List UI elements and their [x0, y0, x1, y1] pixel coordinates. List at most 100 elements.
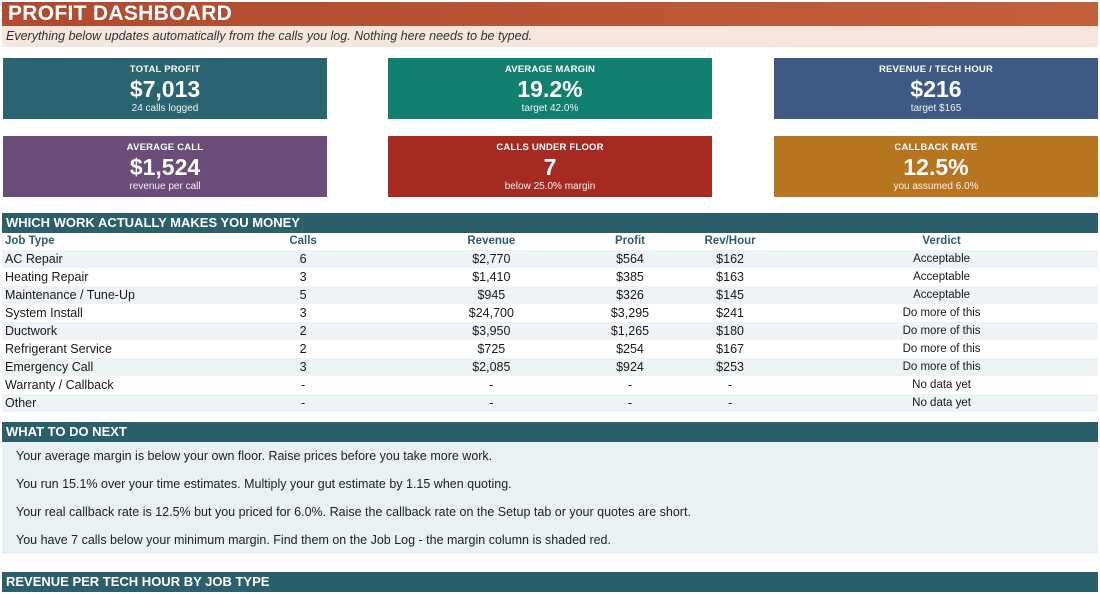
row-revenue: $945: [397, 286, 585, 304]
row-profit: $3,295: [610, 306, 650, 320]
row-profit: $326: [584, 286, 675, 304]
row-job-type: Refrigerant Service: [5, 342, 112, 356]
row-rev-hour: $145: [675, 286, 786, 304]
kpi-subtext: below 25.0% margin: [504, 181, 596, 192]
row-calls: 3: [299, 306, 307, 320]
row-verdict: No data yet: [912, 379, 971, 391]
row-calls: -: [208, 394, 398, 412]
table-row: Heating Repair 3 $1,410 $385 $163 Acceptable: [2, 268, 1098, 286]
column-header-revenue: Revenue: [467, 235, 516, 247]
kpi-label: TOTAL PROFIT: [129, 64, 201, 75]
kpi-subtext: target 42.0%: [521, 103, 579, 114]
section-header-which-work: WHICH WORK ACTUALLY MAKES YOU MONEY: [2, 213, 1098, 233]
table-row: Ductwork 2 $3,950 $1,265 $180 Do more of this: [2, 322, 1098, 340]
kpi-subtext: revenue per call: [129, 181, 201, 192]
row-verdict: Do more of this: [902, 343, 981, 355]
dashboard-title: PROFIT DASHBOARD: [2, 2, 1098, 26]
table-row: Emergency Call 3 $2,085 $924 $253 Do more of …: [2, 358, 1098, 376]
row-calls: 5: [208, 286, 398, 304]
table-row: Maintenance / Tune-Up 5 $945 $326 $145 Accept…: [2, 286, 1098, 304]
row-job-type: AC Repair: [2, 250, 209, 268]
kpi-label: AVERAGE CALL: [126, 142, 204, 153]
kpi-card-revenue-per-tech-hour: REVENUE / TECH HOUR $216 target $165: [774, 58, 1098, 119]
kpi-label: AVERAGE MARGIN: [504, 64, 596, 75]
section-header-revenue-per-tech-hour: REVENUE PER TECH HOUR BY JOB TYPE: [2, 572, 1098, 592]
dashboard-subtitle: Everything below updates automatically f…: [2, 26, 1098, 47]
row-job-type: Maintenance / Tune-Up: [2, 286, 209, 304]
row-revenue: $2,085: [397, 358, 585, 376]
todo-panel: Your average margin is below your own fl…: [2, 442, 1098, 554]
row-profit: -: [627, 378, 633, 392]
row-calls: 3: [208, 358, 398, 376]
todo-item: You run 15.1% over your time estimates. …: [16, 477, 512, 491]
todo-item: You have 7 calls below your minimum marg…: [16, 533, 611, 547]
row-revenue: $2,770: [397, 250, 585, 268]
kpi-card-average-call: AVERAGE CALL $1,524 revenue per call: [3, 136, 327, 197]
row-profit: $385: [616, 270, 644, 284]
kpi-label: REVENUE / TECH HOUR: [878, 64, 994, 75]
kpi-subtext: target $165: [910, 103, 962, 114]
column-header-calls: Calls: [289, 235, 317, 247]
row-job-type: Emergency Call: [2, 358, 209, 376]
row-profit: $1,265: [584, 322, 675, 340]
row-verdict: No data yet: [785, 394, 1098, 412]
todo-item: Your average margin is below your own fl…: [16, 449, 493, 463]
table-row: AC Repair 6 $2,770 $564 $162 Acceptable: [2, 250, 1098, 268]
row-verdict: Do more of this: [902, 307, 981, 319]
row-rev-hour: $253: [675, 358, 786, 376]
kpi-value: 12.5%: [903, 154, 969, 180]
row-job-type: Ductwork: [2, 322, 209, 340]
row-verdict: Acceptable: [785, 286, 1098, 304]
kpi-card-callback-rate: CALLBACK RATE 12.5% you assumed 6.0%: [774, 136, 1098, 197]
row-profit: $254: [616, 342, 644, 356]
row-revenue: -: [489, 378, 494, 392]
kpi-value: 19.2%: [517, 76, 583, 102]
row-rev-hour: -: [675, 394, 786, 412]
row-rev-hour: $162: [675, 250, 786, 268]
kpi-subtext: you assumed 6.0%: [893, 181, 979, 192]
kpi-card-average-margin: AVERAGE MARGIN 19.2% target 42.0%: [388, 58, 712, 119]
section-header-what-to-do-next: WHAT TO DO NEXT: [2, 422, 1098, 442]
kpi-value: $216: [910, 76, 962, 102]
row-revenue: $24,700: [468, 306, 514, 320]
row-profit: $564: [584, 250, 675, 268]
table-row: Warranty / Callback - - - - No data yet: [2, 376, 1098, 394]
kpi-label: CALLS UNDER FLOOR: [496, 142, 604, 153]
row-rev-hour: $167: [716, 342, 744, 356]
row-revenue: $1,410: [472, 270, 511, 284]
kpi-card-calls-under-floor: CALLS UNDER FLOOR 7 below 25.0% margin: [388, 136, 712, 197]
row-calls: 3: [299, 270, 307, 284]
row-job-type: Heating Repair: [5, 270, 89, 284]
table-header-row: Job Type Calls Revenue Profit Rev/Hour V…: [2, 232, 1098, 250]
kpi-value: $7,013: [129, 76, 201, 102]
row-verdict: Acceptable: [913, 271, 971, 283]
row-calls: 6: [208, 250, 398, 268]
row-rev-hour: $163: [716, 270, 744, 284]
kpi-value: 7: [543, 154, 557, 180]
job-type-table: Job Type Calls Revenue Profit Rev/Hour V…: [2, 232, 1098, 412]
row-job-type: System Install: [5, 306, 83, 320]
row-calls: 2: [208, 322, 398, 340]
row-rev-hour: $241: [716, 306, 744, 320]
row-verdict: Acceptable: [785, 250, 1098, 268]
row-job-type: Warranty / Callback: [5, 378, 114, 392]
row-verdict: Do more of this: [785, 358, 1098, 376]
row-profit: $924: [584, 358, 675, 376]
row-rev-hour: -: [727, 378, 733, 392]
column-header-profit: Profit: [614, 235, 645, 247]
row-calls: 2: [299, 342, 307, 356]
kpi-card-total-profit: TOTAL PROFIT $7,013 24 calls logged: [3, 58, 327, 119]
row-job-type: Other: [2, 394, 209, 412]
column-header-rev-hour: Rev/Hour: [704, 235, 756, 247]
table-row: System Install 3 $24,700 $3,295 $241 Do more …: [2, 304, 1098, 322]
row-profit: -: [584, 394, 675, 412]
table-row: Other - - - - No data yet: [2, 394, 1098, 412]
column-header-job-type: Job Type: [5, 235, 55, 247]
row-rev-hour: $180: [675, 322, 786, 340]
kpi-value: $1,524: [129, 154, 201, 180]
row-verdict: Do more of this: [785, 322, 1098, 340]
kpi-subtext: 24 calls logged: [131, 103, 199, 114]
todo-item: Your real callback rate is 12.5% but you…: [16, 505, 691, 519]
row-calls: -: [300, 378, 306, 392]
row-revenue: -: [397, 394, 585, 412]
